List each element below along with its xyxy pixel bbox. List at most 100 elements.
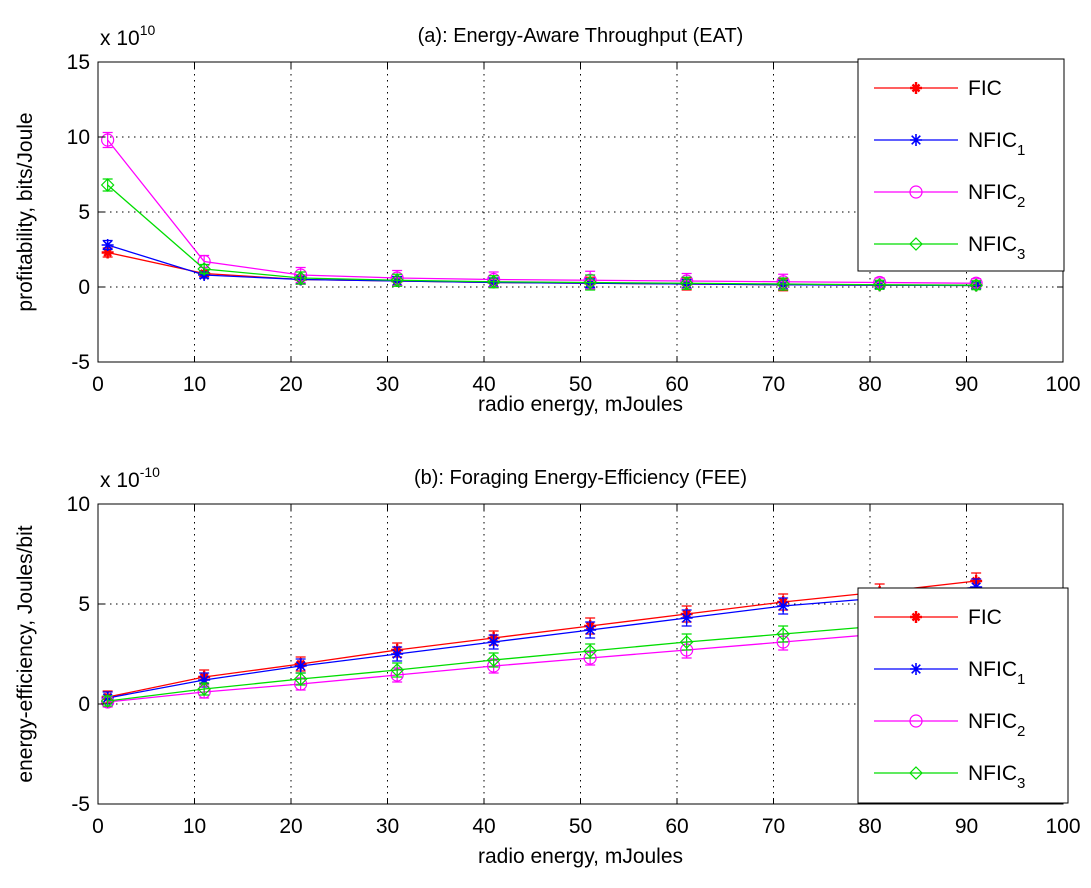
y-tick-label: 10 [67,126,90,149]
legend-marker [909,766,923,780]
legend-label: NFIC2 [968,710,1025,740]
legend-entry: NFIC2 [874,710,1025,740]
data-point [872,277,887,292]
data-point [680,612,693,624]
x-tick-label: 10 [183,373,206,396]
legend-label-subscript: 2 [1017,723,1025,740]
error-bar [199,263,210,275]
data-point [776,277,790,291]
x-tick-label: 40 [472,373,495,396]
error-bar [392,662,403,678]
chart-b-y-multiplier-exponent: -10 [140,464,160,480]
data-point [101,239,114,251]
x-tick-label: 0 [92,373,104,396]
data-point [391,648,404,660]
legend-entry: NFIC1 [874,129,1025,159]
x-tick-label: 70 [762,373,785,396]
x-tick-label: 50 [569,373,592,396]
x-tick-label: 10 [183,815,206,838]
data-point [486,274,501,289]
x-tick-label: 50 [569,815,592,838]
data-point [584,624,597,636]
legend-label: NFIC1 [968,658,1025,688]
chart-b-x-axis-label: radio energy, mJoules [478,845,683,868]
chart-b-y-multiplier: x 10-10 [100,464,160,492]
data-point [583,644,597,658]
data-point [776,627,790,641]
y-tick-label: 0 [78,276,90,299]
data-point [390,273,404,288]
data-point [777,600,790,612]
legend-label: FIC [968,77,1002,100]
legend-marker [910,611,922,623]
series-line [107,616,977,702]
legend-label-subscript: 1 [1017,671,1025,688]
y-tick-label: 0 [78,693,90,716]
series-line [107,625,977,703]
legend-label: NFIC3 [968,233,1025,263]
y-tick-label: 15 [67,51,90,74]
chart-a-y-multiplier: x 1010 [100,22,155,50]
data-point [197,262,211,276]
x-tick-label: 60 [665,815,688,838]
legend-marker [909,185,923,199]
error-bar [488,652,499,668]
x-tick-label: 100 [1045,815,1080,838]
data-point [679,276,694,291]
data-point [294,660,307,672]
data-point [101,246,114,259]
x-tick-label: 90 [955,815,978,838]
chart-panel-a: (a): Energy-Aware Throughput (EAT) x 101… [14,22,1081,416]
data-point [486,653,501,667]
legend-marker [910,134,922,146]
x-tick-label: 40 [472,815,495,838]
data-point [390,663,404,677]
legend-marker [909,714,923,728]
y-tick-label: -5 [71,351,90,374]
x-tick-label: 30 [376,815,399,838]
legend-label-subscript: 2 [1017,194,1025,211]
data-point [293,672,308,686]
data-point [293,271,308,285]
series-nfic3 [100,608,983,708]
data-point [100,694,115,708]
legend-label: FIC [968,606,1002,629]
legend-entry: NFIC2 [874,181,1025,211]
legend-label: NFIC1 [968,129,1025,159]
series-line [107,580,977,698]
error-bar [585,643,596,659]
chart-a-y-multiplier-exponent: 10 [140,22,156,38]
x-tick-label: 80 [858,815,881,838]
legend-box [857,587,1069,804]
series-line [107,184,977,286]
legend-marker [909,237,923,251]
legend-entry: NFIC3 [874,762,1025,792]
y-tick-label: -5 [71,793,90,816]
error-bar [102,131,113,149]
y-tick-label: 5 [78,201,90,224]
y-tick-label: 5 [78,593,90,616]
data-point [679,635,694,649]
legend-label-subscript: 3 [1017,775,1025,792]
chart-a-title: (a): Energy-Aware Throughput (EAT) [418,25,744,47]
data-point [970,581,983,593]
legend-marker [910,82,922,94]
error-bar [874,279,885,290]
data-point [197,682,211,696]
data-point [198,674,211,686]
chart-b-series [100,572,983,709]
error-bar [585,274,596,291]
series-line [107,139,977,284]
legend-marker [910,663,922,675]
x-tick-label: 30 [376,373,399,396]
x-tick-label: 60 [665,373,688,396]
legend-label: NFIC2 [968,181,1025,211]
chart-b-y-axis-label: energy-efficiency, Joules/bit [14,525,37,782]
chart-a-legend: FIC NFIC1 NFIC2 NFIC3 [857,58,1065,272]
series-line [107,586,977,699]
x-tick-label: 20 [279,373,302,396]
x-tick-label: 80 [858,373,881,396]
legend-entry: NFIC3 [874,233,1025,263]
